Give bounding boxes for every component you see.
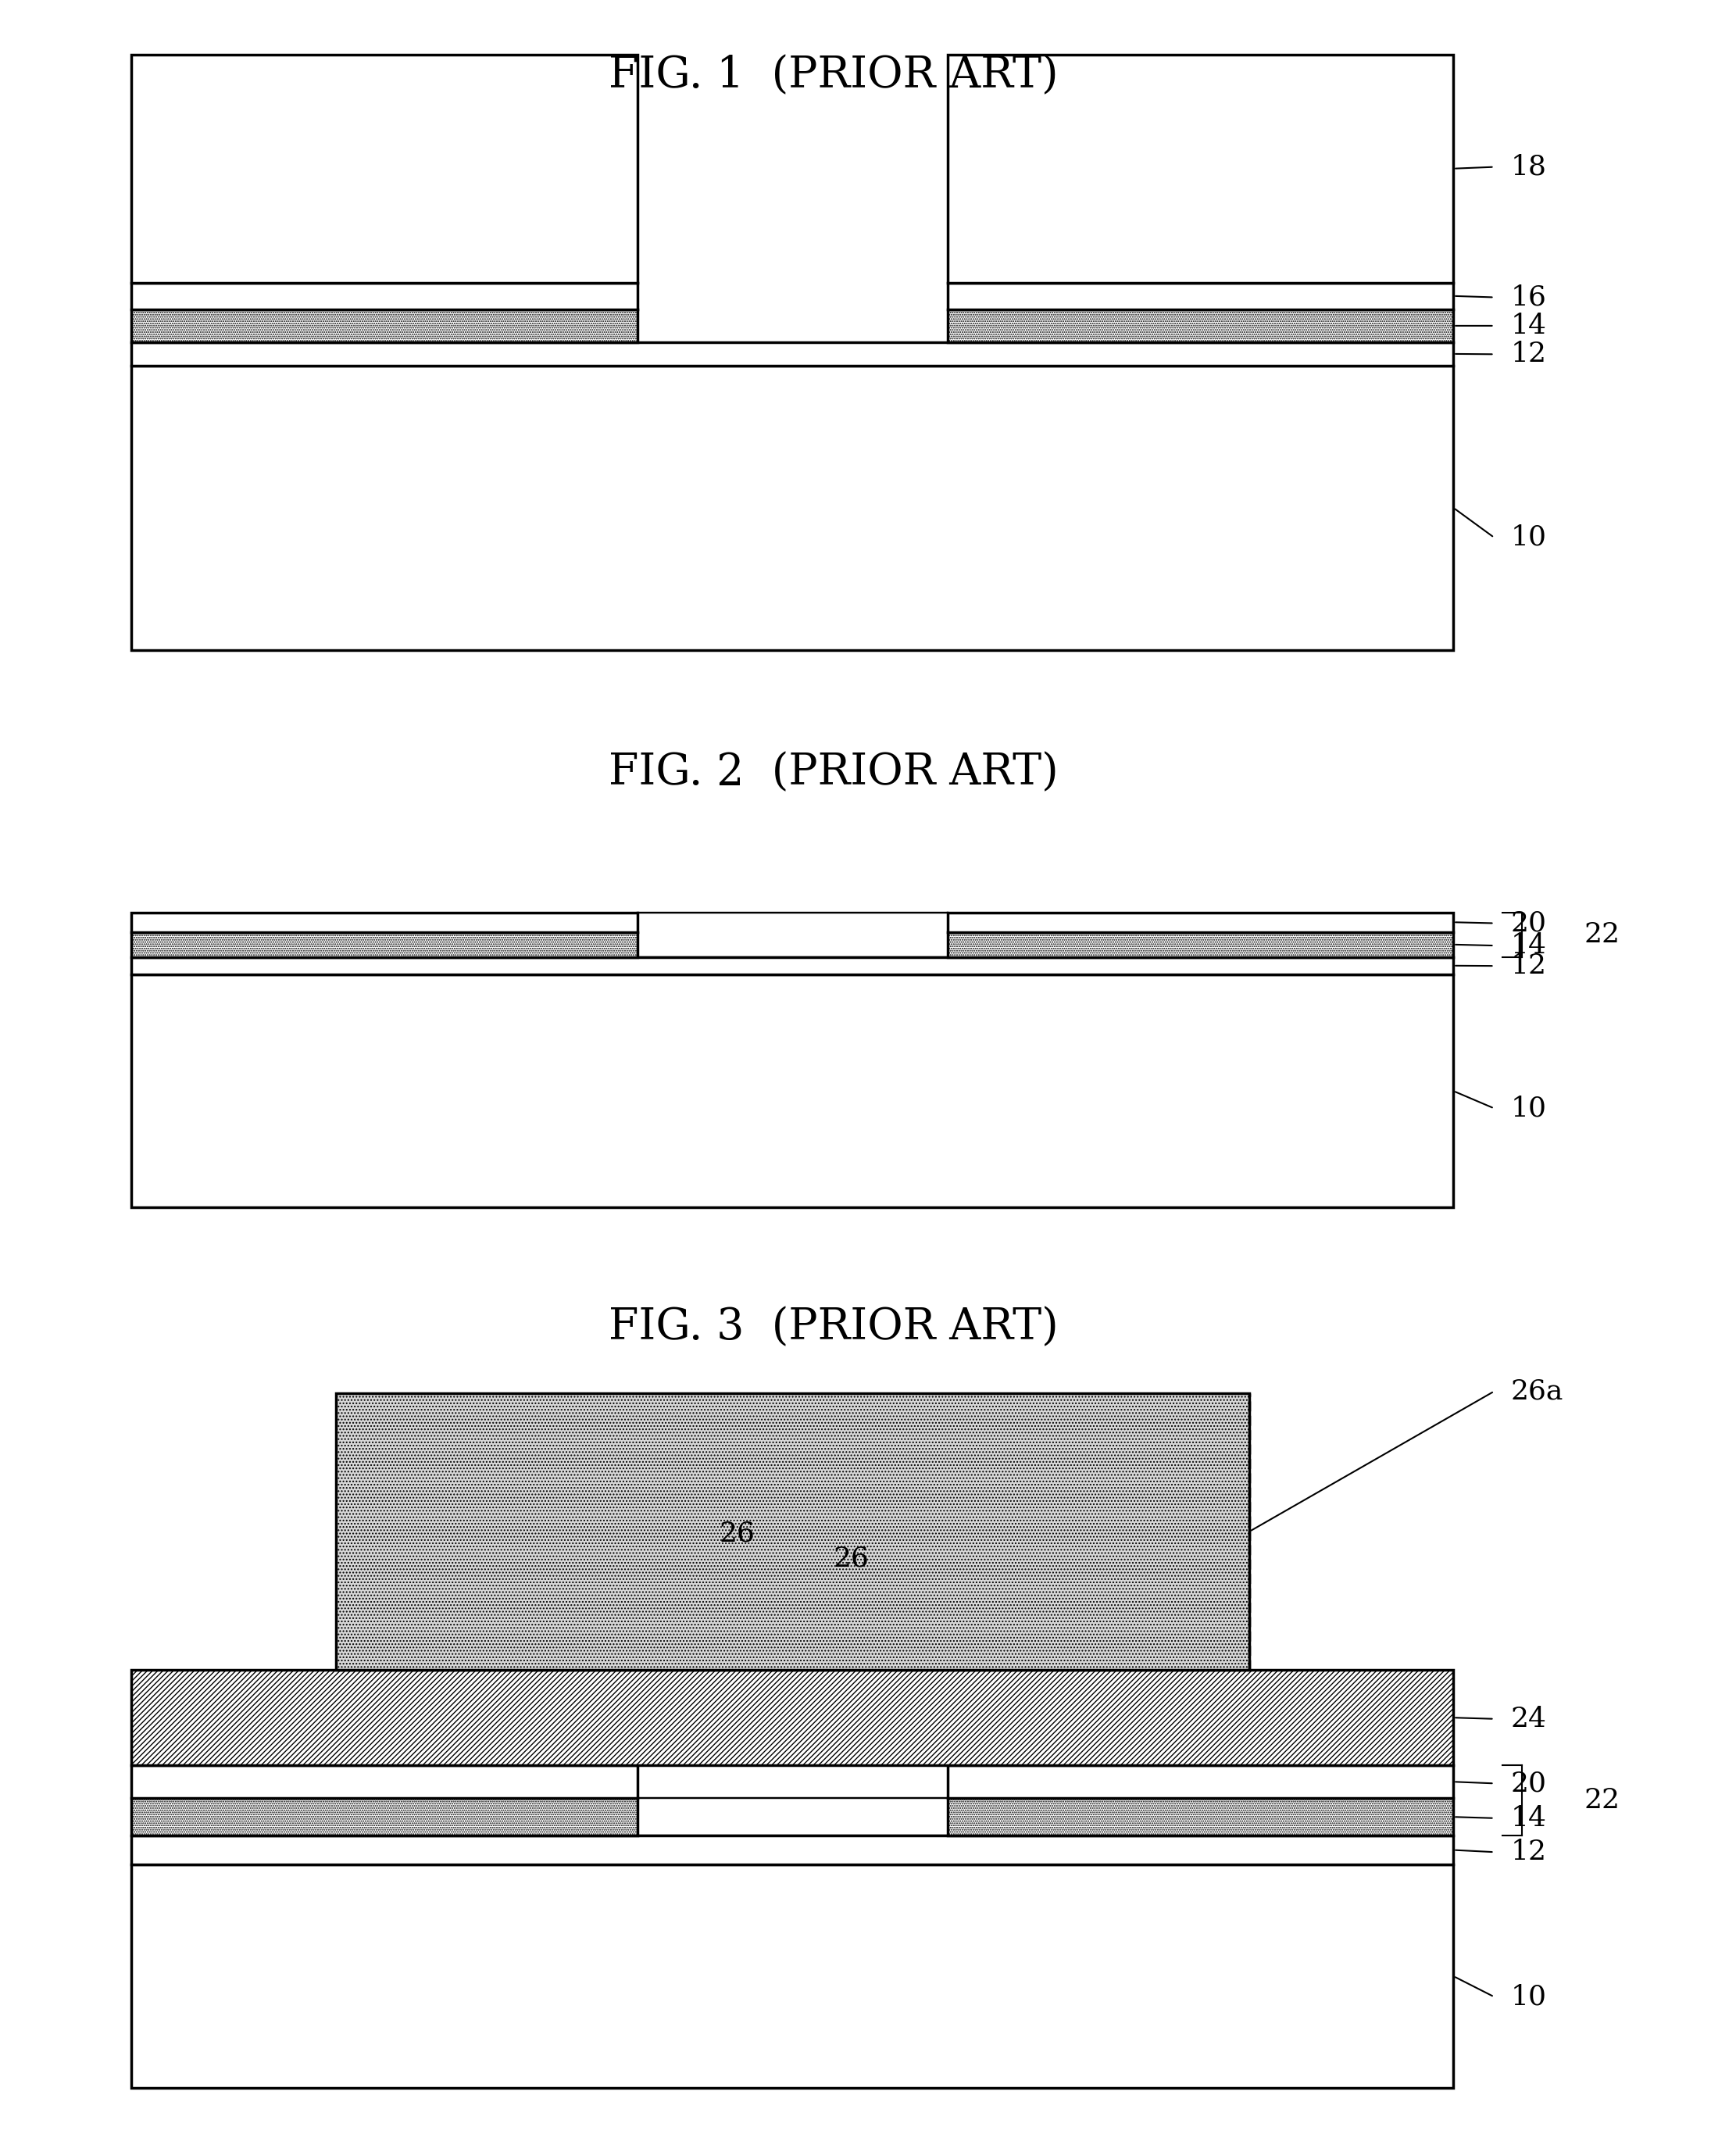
Bar xyxy=(335,1394,1250,1671)
Bar xyxy=(948,1799,1453,1835)
Text: 12: 12 xyxy=(1510,952,1547,980)
Text: 12: 12 xyxy=(1510,1840,1547,1865)
Text: 14: 14 xyxy=(1510,312,1547,339)
Bar xyxy=(132,284,637,309)
Text: FIG. 1  (PRIOR ART): FIG. 1 (PRIOR ART) xyxy=(608,55,1059,98)
Bar xyxy=(948,55,1453,284)
Text: 16: 16 xyxy=(1510,284,1547,312)
Text: 14: 14 xyxy=(1510,1805,1547,1831)
Text: 26: 26 xyxy=(719,1519,755,1547)
Text: 20: 20 xyxy=(1510,1769,1547,1797)
Text: 10: 10 xyxy=(1510,1985,1547,2010)
Bar xyxy=(132,1865,1453,2087)
Text: FIG. 3  (PRIOR ART): FIG. 3 (PRIOR ART) xyxy=(608,1306,1059,1349)
Bar xyxy=(132,365,1453,651)
Text: 22: 22 xyxy=(1583,1786,1620,1814)
Text: 24: 24 xyxy=(1510,1705,1547,1733)
Bar xyxy=(132,1835,1453,1865)
Bar xyxy=(948,1765,1453,1799)
Text: 10: 10 xyxy=(1510,1095,1547,1122)
Bar xyxy=(132,913,637,933)
Text: 20: 20 xyxy=(1510,909,1547,937)
Bar xyxy=(132,975,1453,1208)
Bar xyxy=(132,1799,637,1835)
Text: 10: 10 xyxy=(1510,525,1547,551)
Text: 26: 26 xyxy=(833,1545,870,1571)
Text: 12: 12 xyxy=(1510,341,1547,367)
Bar xyxy=(132,1671,1453,1765)
Bar xyxy=(948,284,1453,309)
Bar xyxy=(132,1765,637,1799)
Text: 26a: 26a xyxy=(1510,1379,1562,1404)
Text: FIG. 2  (PRIOR ART): FIG. 2 (PRIOR ART) xyxy=(608,751,1059,794)
Bar xyxy=(948,933,1453,956)
Text: 18: 18 xyxy=(1510,154,1547,179)
Bar xyxy=(948,309,1453,341)
Bar xyxy=(948,913,1453,933)
Bar xyxy=(132,341,1453,365)
Text: 22: 22 xyxy=(1583,922,1620,947)
Bar xyxy=(132,309,637,341)
Bar xyxy=(132,55,637,284)
Bar xyxy=(132,956,1453,975)
Bar xyxy=(132,933,637,956)
Text: 14: 14 xyxy=(1510,933,1547,958)
